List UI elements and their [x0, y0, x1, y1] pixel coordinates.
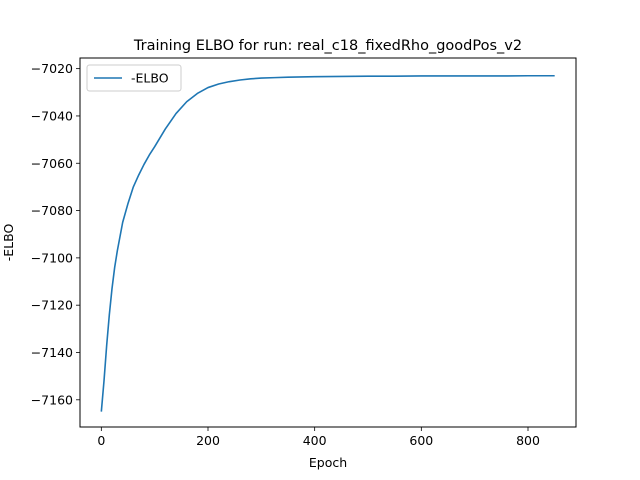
- y-tick-label: −7160: [31, 392, 73, 407]
- y-tick-label: −7100: [31, 250, 73, 265]
- x-axis-ticks: 0 200 400 600 800: [97, 427, 540, 448]
- x-tick-label: 400: [303, 433, 327, 448]
- x-tick-label: 800: [516, 433, 540, 448]
- y-tick-label: −7140: [31, 345, 73, 360]
- y-tick-label: −7080: [31, 203, 73, 218]
- legend: -ELBO: [86, 64, 182, 92]
- x-tick-label: 600: [409, 433, 433, 448]
- y-tick-label: −7040: [31, 108, 73, 123]
- chart-title: Training ELBO for run: real_c18_fixedRho…: [133, 38, 522, 54]
- y-tick-label: −7060: [31, 156, 73, 171]
- legend-box: [86, 64, 182, 92]
- y-axis-label: -ELBO: [1, 224, 16, 262]
- legend-label-elbo: -ELBO: [131, 71, 169, 86]
- x-axis-label: Epoch: [309, 455, 347, 470]
- plot-area: [79, 57, 577, 428]
- x-tick-label: 200: [196, 433, 220, 448]
- series-layer: [100, 74, 555, 412]
- axes-frame: [79, 57, 577, 428]
- series-line-0: [100, 74, 555, 412]
- y-tick-label: −7020: [31, 61, 73, 76]
- y-tick-label: −7120: [31, 298, 73, 313]
- x-tick-label: 0: [97, 433, 105, 448]
- y-axis-ticks: −7160 −7140 −7120 −7100 −7080 −7060 −7040 −7020: [31, 61, 80, 407]
